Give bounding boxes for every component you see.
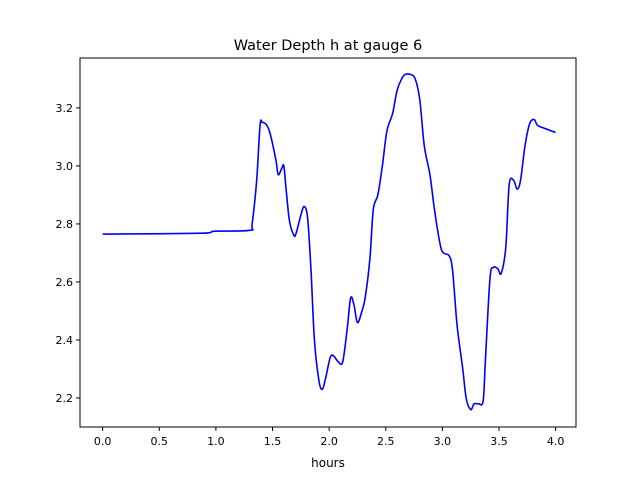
series-line-h (102, 73, 556, 411)
chart-title: Water Depth h at gauge 6 (234, 38, 422, 54)
x-axis: 0.0 0.5 1.0 1.5 2.0 2.5 3.0 3.5 4.0 (94, 427, 564, 448)
x-axis-label: hours (311, 456, 345, 470)
plot-area (102, 73, 556, 411)
y-tick-label: 2.6 (56, 276, 74, 289)
x-tick-label: 1.0 (207, 435, 225, 448)
y-tick-label: 2.2 (56, 392, 74, 405)
x-tick-label: 0.5 (151, 435, 169, 448)
y-axis: 2.2 2.4 2.6 2.8 3.0 3.2 (56, 102, 80, 405)
x-tick-label: 2.5 (377, 435, 395, 448)
x-tick-label: 3.0 (434, 435, 452, 448)
x-tick-label: 4.0 (547, 435, 565, 448)
y-tick-label: 2.4 (56, 334, 74, 347)
x-tick-label: 2.0 (320, 435, 338, 448)
y-tick-label: 3.0 (56, 160, 74, 173)
x-tick-label: 3.5 (490, 435, 508, 448)
x-tick-label: 0.0 (94, 435, 112, 448)
x-tick-label: 1.5 (264, 435, 282, 448)
y-tick-label: 3.2 (56, 102, 74, 115)
y-tick-label: 2.8 (56, 218, 74, 231)
axes-frame (79, 57, 577, 428)
